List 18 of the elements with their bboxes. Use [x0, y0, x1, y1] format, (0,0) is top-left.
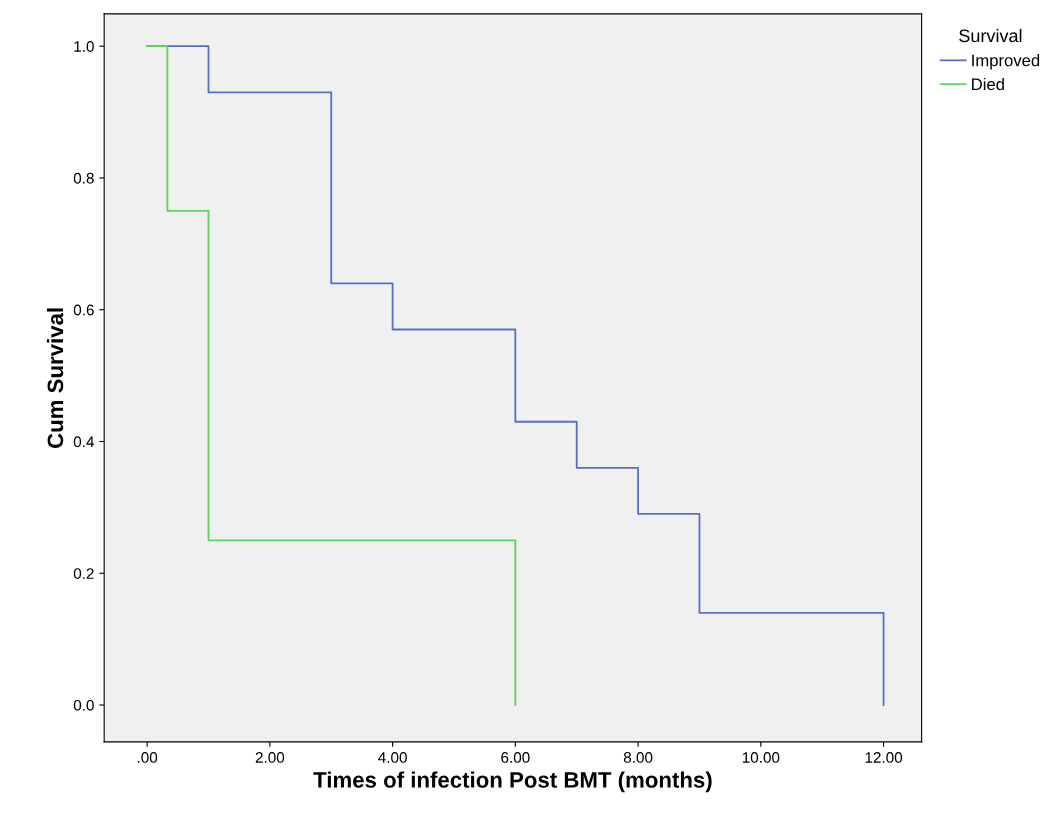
x-tick-label: 2.00: [255, 752, 285, 763]
legend-label: Died: [972, 77, 1004, 91]
y-tick-label: 0.4: [73, 436, 95, 448]
x-tick-label: .00: [137, 752, 158, 763]
y-tick-label: 0.8: [73, 172, 94, 184]
legend-title: Survival: [959, 28, 1022, 43]
y-tick-label: 1.0: [74, 41, 94, 52]
x-tick-label: 12.00: [865, 752, 903, 763]
x-tick-label: 10.00: [742, 752, 780, 763]
y-tick-label: 0.2: [73, 568, 94, 579]
y-axis-title: Cum Survival: [46, 308, 64, 449]
x-tick-label: 8.00: [623, 752, 653, 763]
y-tick-label: 0.0: [73, 699, 94, 711]
x-axis-title: Times of infection Post BMT (months): [313, 771, 712, 793]
legend-label: Improved: [972, 54, 1040, 70]
x-tick-label: 6.00: [501, 752, 530, 763]
x-tick-label: 4.00: [378, 752, 407, 763]
y-tick-label: 0.6: [73, 304, 94, 316]
